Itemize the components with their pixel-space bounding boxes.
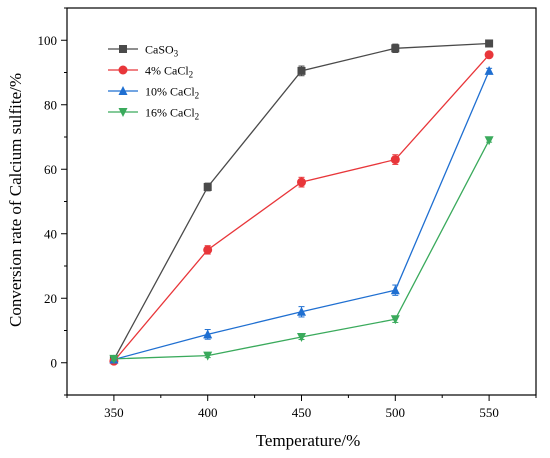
data-point (484, 65, 494, 75)
series-line (113, 139, 490, 360)
y-tick-label: 20 (44, 291, 57, 306)
x-tick-label: 400 (198, 405, 218, 420)
legend-item: CaSO3 (108, 43, 179, 59)
data-point (297, 66, 306, 75)
data-point (203, 329, 213, 339)
y-tick-label: 60 (44, 162, 57, 177)
data-point (484, 50, 494, 60)
data-point (297, 306, 306, 316)
y-tick-label: 80 (44, 97, 57, 112)
legend: CaSO3 4% CaCl2 10% CaCl2 16% CaCl2 (108, 43, 199, 122)
legend-marker (119, 45, 127, 53)
y-axis-title: Conversion rate of Calcium sulfite/% (6, 73, 25, 327)
legend-item: 10% CaCl2 (108, 85, 199, 101)
legend-marker (118, 86, 128, 95)
x-tick-label: 500 (386, 405, 406, 420)
legend-label: 10% CaCl2 (145, 85, 199, 101)
data-point (390, 155, 400, 165)
x-axis-title: Temperature/% (256, 431, 361, 450)
series-layer (109, 39, 494, 366)
data-point (390, 315, 400, 325)
data-point (485, 39, 494, 48)
y-tick-label: 0 (51, 355, 58, 370)
data-point (297, 332, 306, 342)
y-axis: 0 20 40 60 80 100 (38, 7, 67, 396)
data-point (203, 245, 213, 255)
legend-label: 16% CaCl2 (145, 106, 199, 122)
data-point (203, 351, 213, 361)
data-point (390, 285, 400, 295)
data-point (391, 44, 400, 53)
data-point (109, 354, 119, 364)
legend-item: 16% CaCl2 (108, 106, 199, 122)
legend-label: CaSO3 (145, 43, 179, 59)
y-tick-label: 40 (44, 226, 57, 241)
x-tick-label: 550 (479, 405, 499, 420)
data-point (484, 136, 494, 146)
x-tick-label: 450 (292, 405, 312, 420)
x-tick-label: 350 (104, 405, 124, 420)
legend-item: 4% CaCl2 (108, 64, 193, 80)
data-point (297, 177, 306, 187)
series-16-cacl2 (109, 136, 494, 364)
legend-marker (118, 65, 128, 75)
data-point (203, 182, 212, 191)
x-axis: 350 400 450 500 550 (66, 395, 537, 420)
legend-marker (118, 108, 128, 117)
y-tick-label: 100 (38, 33, 58, 48)
legend-label: 4% CaCl2 (145, 64, 193, 80)
